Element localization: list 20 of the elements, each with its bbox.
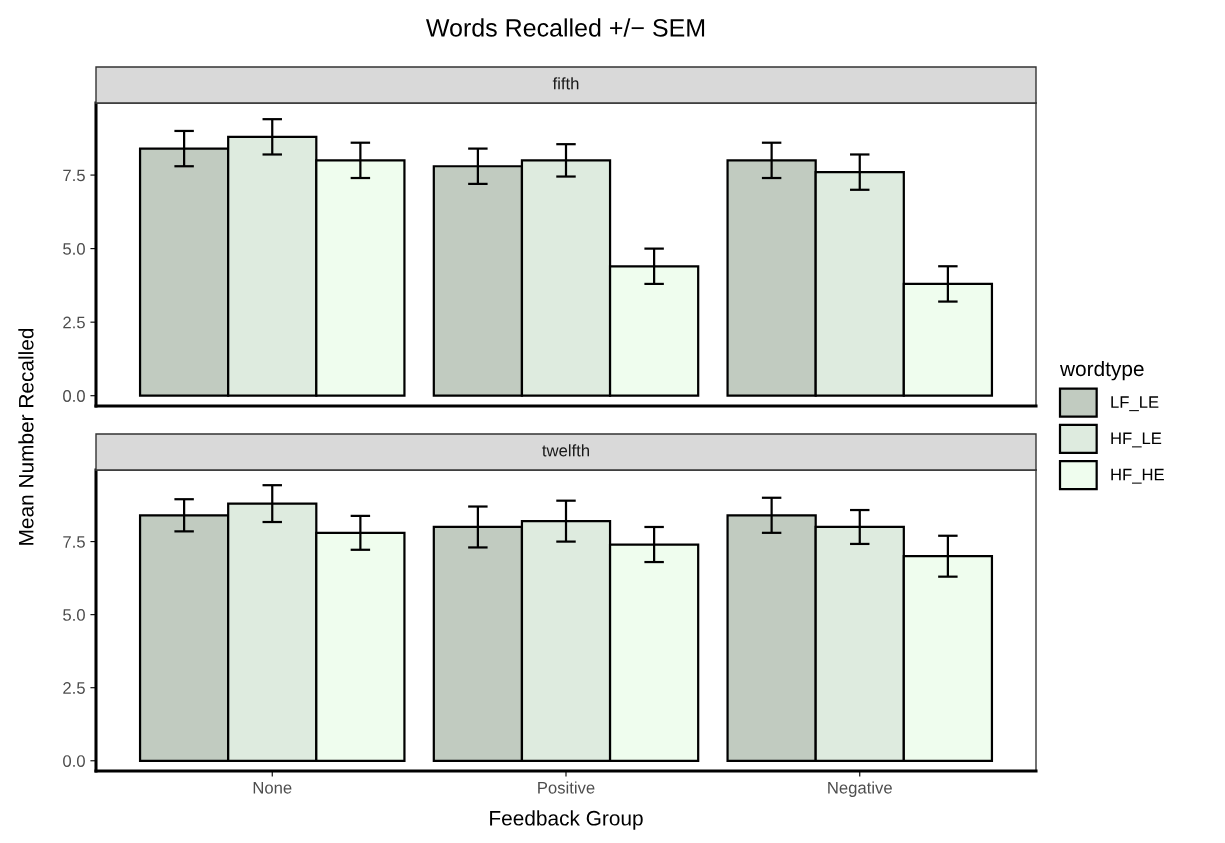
y-tick-label: 2.5 [63,316,85,329]
x-tick-label: Negative [828,781,892,797]
y-tick-label: 7.5 [63,169,85,182]
y-tick-label: 7.5 [63,536,85,548]
legend-label: HF_HE [1111,468,1164,484]
legend-title: wordtype [1059,360,1144,381]
x-tick-label: Positive [538,781,595,794]
chart-subtitle: twelfth [542,444,589,457]
y-tick-label: 2.5 [63,682,85,694]
x-tick-label: None [253,782,292,794]
legend-label: HF_LE [1111,432,1162,448]
y-tick-label: 0.0 [63,390,85,402]
chart-subtitle: fifth [552,77,579,90]
chart-title: Words Recalled +/− SEM [426,18,705,37]
y-tick-label: 5.0 [63,609,85,621]
y-tick-label: 5.0 [63,243,85,255]
legend-label: LF_LE [1111,396,1159,412]
y-tick-label: 0.0 [63,755,85,767]
x-axis-title: Feedback Group [490,810,643,830]
y-axis-title: Mean Number Recalled [18,328,34,545]
